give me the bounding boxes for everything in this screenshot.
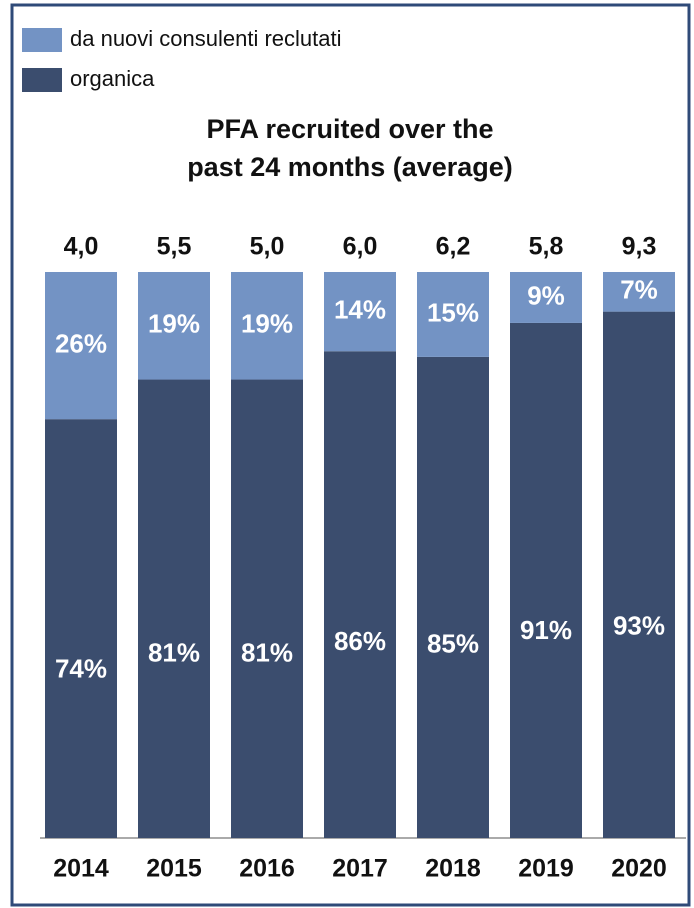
data-label: 7% (620, 275, 658, 305)
total-label: 9,3 (622, 233, 657, 261)
x-tick-label: 2015 (146, 855, 202, 883)
bar-segment (138, 272, 210, 380)
bar-segment (603, 311, 675, 838)
data-label: 93% (613, 610, 665, 640)
bar-segment (231, 272, 303, 380)
data-label: 19% (241, 309, 293, 339)
bar-segment (603, 272, 675, 312)
data-label: 81% (148, 637, 200, 667)
x-tick-label: 2014 (53, 855, 109, 883)
x-tick-label: 2019 (518, 855, 574, 883)
data-label: 74% (55, 653, 107, 683)
total-label: 5,8 (529, 233, 564, 261)
chart-title: past 24 months (average) (187, 152, 513, 182)
data-label: 85% (427, 628, 479, 658)
legend-label: organica (70, 66, 155, 91)
bar-segment (417, 272, 489, 357)
x-tick-label: 2016 (239, 855, 295, 883)
data-label: 26% (55, 328, 107, 358)
bar-segment (510, 272, 582, 323)
bar-segment (324, 272, 396, 352)
bar-segment (510, 322, 582, 838)
data-label: 15% (427, 297, 479, 327)
bar-segment (138, 379, 210, 838)
data-label: 9% (527, 280, 565, 310)
bar-segment (417, 356, 489, 838)
bar-segment (45, 272, 117, 420)
data-label: 91% (520, 615, 572, 645)
x-tick-label: 2020 (611, 855, 667, 883)
total-label: 6,0 (343, 233, 378, 261)
total-label: 5,5 (157, 233, 192, 261)
chart-title: PFA recruited over the (206, 114, 493, 144)
frame (10, 3, 691, 907)
bar-segment (45, 419, 117, 838)
x-tick-label: 2017 (332, 855, 388, 883)
data-label: 81% (241, 637, 293, 667)
data-label: 19% (148, 309, 200, 339)
total-label: 4,0 (64, 233, 99, 261)
x-tick-label: 2018 (425, 855, 481, 883)
data-label: 86% (334, 626, 386, 656)
legend-swatch (22, 68, 62, 92)
total-label: 6,2 (436, 233, 471, 261)
bar-segment (231, 379, 303, 838)
bar-segment (324, 351, 396, 838)
legend-swatch (22, 28, 62, 52)
data-label: 14% (334, 294, 386, 324)
legend-label: da nuovi consulenti reclutati (70, 26, 342, 51)
total-label: 5,0 (250, 233, 285, 261)
